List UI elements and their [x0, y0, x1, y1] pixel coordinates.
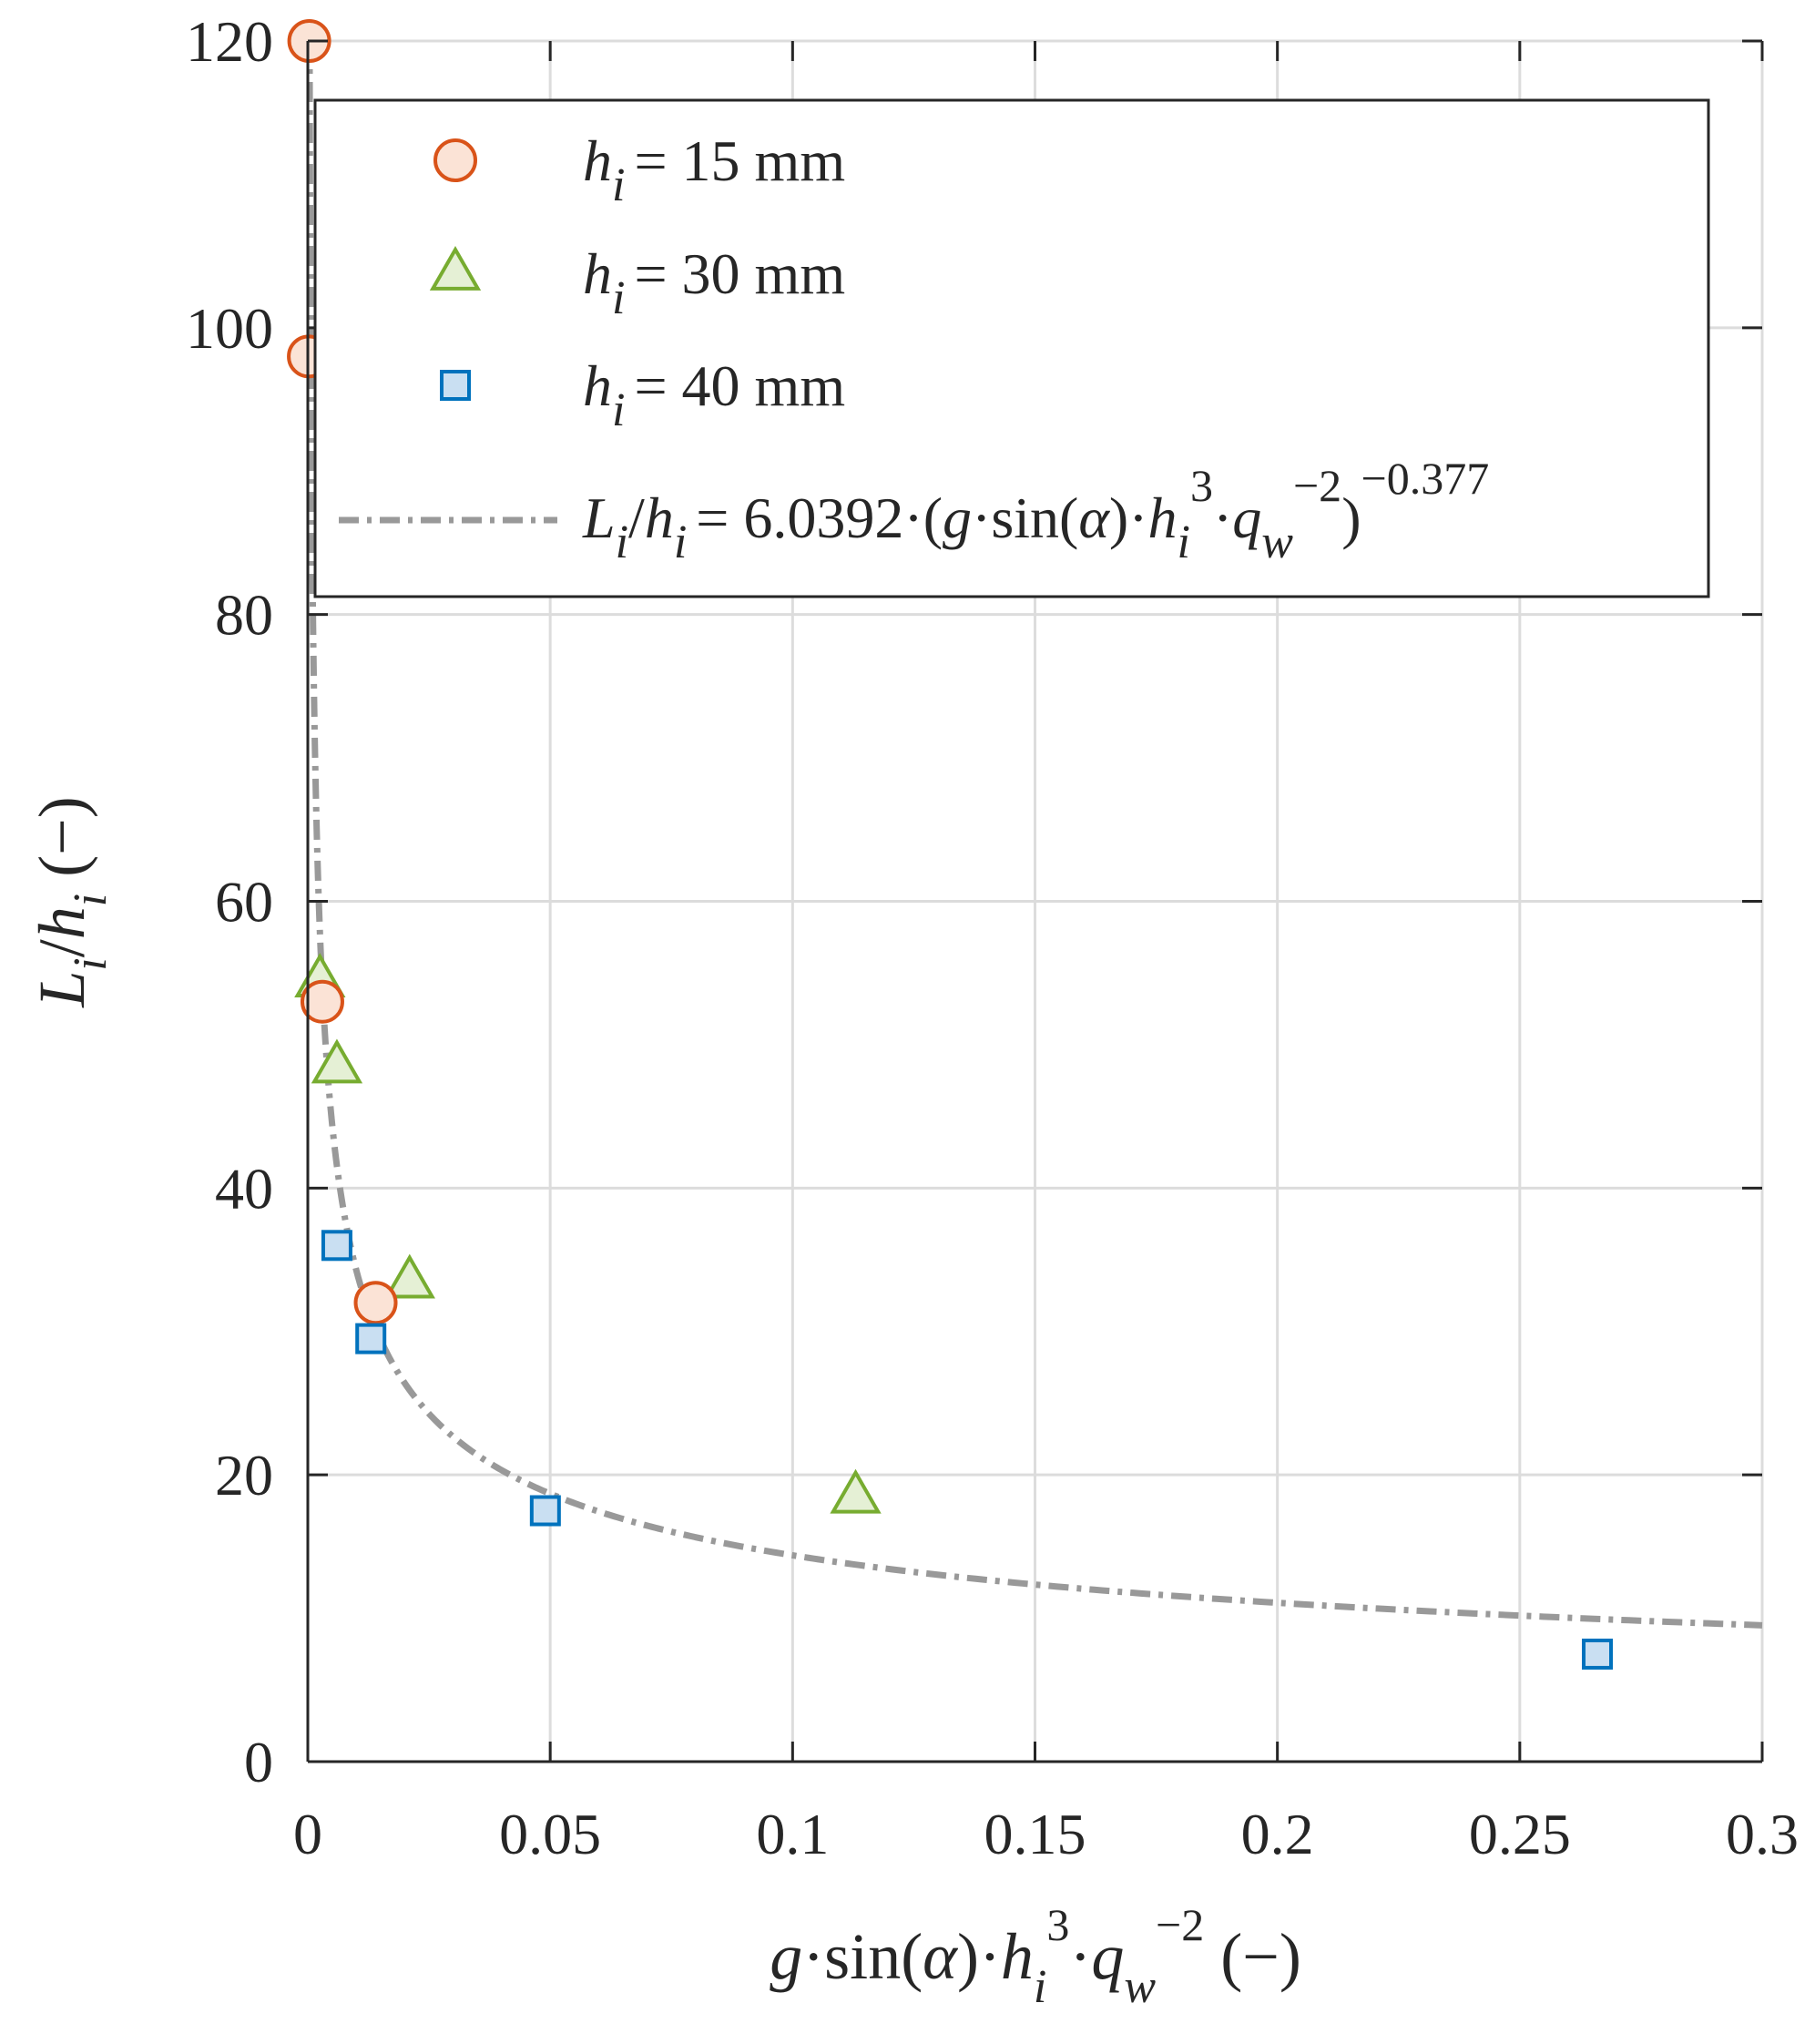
data-point-triangle: [830, 1468, 882, 1514]
legend-entry-15mm: hi = 15 mm: [583, 128, 845, 211]
fit-minus2: −2: [1293, 460, 1341, 511]
fit-slash: /: [628, 485, 645, 550]
fit-curve-layer: [306, 40, 1763, 1629]
fit-i-sub: i: [1178, 516, 1190, 568]
y-tick-label: 0: [244, 1730, 273, 1794]
xlabel-unit: (−): [1204, 1920, 1301, 1993]
xlabel-w-sub: w: [1124, 1961, 1156, 2013]
legend-markers: [429, 138, 482, 401]
data-point-triangle: [311, 1038, 363, 1084]
xlabel-close: )·: [957, 1920, 1001, 1993]
data-points: [287, 19, 1614, 1670]
data-point-circle: [300, 979, 344, 1024]
y-tick-label: 100: [186, 296, 273, 361]
legend-entry-30mm: hi = 30 mm: [583, 241, 845, 324]
legend-h-var: h: [583, 353, 612, 418]
ylabel-h: h: [25, 906, 98, 939]
fit-dot: ·: [1213, 485, 1232, 550]
xlabel-h: h: [1001, 1920, 1034, 1993]
xlabel-minus2: −2: [1156, 1899, 1204, 1950]
fit-curve: [306, 40, 1763, 1629]
legend-i-sub: i: [612, 272, 625, 324]
y-tick-label: 40: [215, 1156, 273, 1221]
xlabel-i-sub: i: [1034, 1961, 1046, 2013]
x-tick-label: 0.25: [1469, 1802, 1571, 1866]
y-tick-label: 80: [215, 583, 273, 648]
x-tick-label: 0.3: [1726, 1802, 1799, 1866]
x-tick-label: 0.2: [1241, 1802, 1314, 1866]
fit-exponent: −0.377: [1361, 453, 1490, 504]
data-point-square: [1582, 1638, 1614, 1670]
legend-marker-triangle: [429, 245, 482, 291]
legend-i-sub: i: [612, 384, 625, 436]
fit-h: h: [645, 485, 674, 550]
ylabel-i-sub: i: [65, 957, 117, 970]
data-point-square: [321, 1230, 352, 1262]
ylabel-L: L: [25, 971, 98, 1008]
x-tick-label: 0.15: [984, 1802, 1086, 1866]
fit-w-sub: w: [1261, 516, 1293, 568]
ylabel-unit: (−): [25, 796, 98, 894]
data-point-triangle: [383, 1253, 435, 1299]
legend: hi = 15 mm hi = 30 mm hi = 40 mm Li/hi = 6.0…: [313, 98, 1710, 598]
fit-coefficient: = 6.0392·(: [696, 485, 943, 550]
y-tick-label: 60: [215, 870, 273, 935]
x-tick-label: 0: [293, 1802, 322, 1866]
legend-label-40mm: = 40 mm: [634, 353, 845, 418]
fit-cube: 3: [1190, 460, 1213, 511]
fit-q: q: [1232, 485, 1261, 550]
legend-i-sub: i: [612, 159, 625, 211]
xlabel-alpha: α: [923, 1920, 958, 1993]
xlabel-cube: 3: [1046, 1899, 1069, 1950]
fit-sin: ·sin(: [972, 485, 1078, 550]
data-point-square: [355, 1323, 387, 1354]
data-point-circle: [353, 1281, 398, 1325]
fit-g: g: [943, 485, 972, 550]
y-axis-label: Li/hi (−): [25, 796, 117, 1008]
legend-entry-fit: Li/hi = 6.0392·(g·sin(α)·hi3·qw−2)−0.377: [582, 453, 1489, 568]
x-tick-label: 0.1: [756, 1802, 829, 1866]
xlabel-dot: ·: [1069, 1920, 1091, 1993]
ylabel-slash: /: [25, 939, 98, 957]
fit-alpha: α: [1078, 485, 1110, 550]
legend-box: [313, 98, 1710, 598]
fit-L: L: [582, 485, 616, 550]
xlabel-sin: ·sin(: [802, 1920, 923, 1993]
legend-marker-square: [440, 370, 471, 401]
data-point-square: [529, 1495, 561, 1527]
fit-close: )·: [1109, 485, 1148, 550]
fit-paren: ): [1341, 485, 1361, 550]
legend-marker-circle: [433, 138, 477, 182]
fit-i-sub: i: [674, 516, 687, 568]
y-tick-label: 120: [186, 9, 273, 74]
xlabel-g: g: [770, 1920, 802, 1993]
x-tick-label: 0.05: [499, 1802, 601, 1866]
tick-marks-and-labels: 0 0.05 0.1 0.15 0.2 0.25 0.3 0 20 40 60 80 100 120: [186, 9, 1799, 1866]
legend-h-var: h: [583, 241, 612, 306]
fit-i-sub: i: [616, 516, 628, 568]
y-tick-label: 20: [215, 1443, 273, 1507]
legend-h-var: h: [583, 128, 612, 193]
x-axis-label: g·sin(α)·hi3·qw−2 (−): [770, 1899, 1301, 2013]
xlabel-q: q: [1091, 1920, 1124, 1993]
legend-label-15mm: = 15 mm: [634, 128, 845, 193]
legend-label-30mm: = 30 mm: [634, 241, 845, 306]
ylabel-i-sub: i: [65, 894, 117, 906]
fit-h: h: [1148, 485, 1178, 550]
legend-entry-40mm: hi = 40 mm: [583, 353, 845, 436]
